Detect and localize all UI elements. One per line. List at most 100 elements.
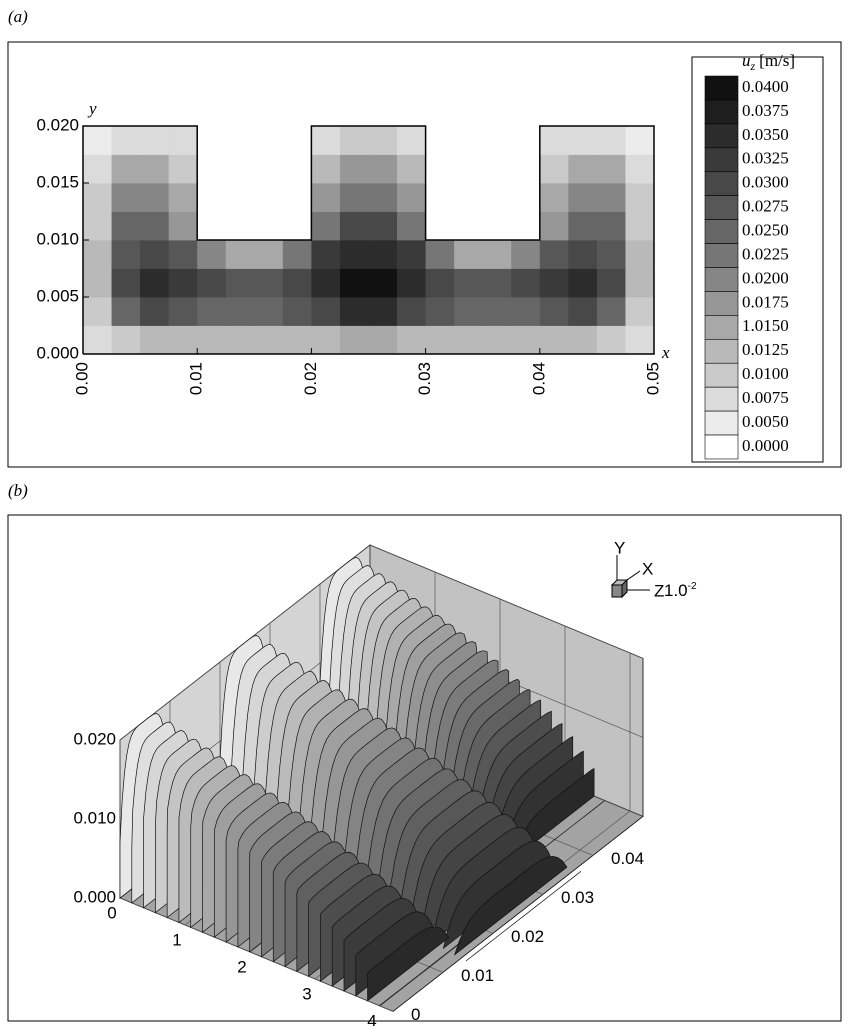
x-tick-label: 0.01 <box>187 362 206 395</box>
y-tick-label: 0 <box>411 1005 420 1024</box>
contour-cell <box>596 183 626 212</box>
y-tick-label: 0.005 <box>36 286 79 305</box>
contour-cell <box>140 154 170 184</box>
multiplier-base: 1.0 <box>664 581 688 600</box>
contour-cell <box>368 268 398 298</box>
contour-cell <box>539 297 569 326</box>
contour-cell <box>397 211 426 241</box>
contour-cell <box>254 268 284 298</box>
contour-cell <box>568 211 598 241</box>
contour-cell <box>397 268 426 298</box>
surface-slice <box>465 871 582 962</box>
contour-cell <box>511 325 541 355</box>
x-tick-label: 1 <box>172 930 181 949</box>
surface-slice <box>379 941 463 1007</box>
legend-label: 0.0000 <box>742 436 789 455</box>
contour-cell <box>625 154 655 184</box>
triad-label: Z <box>654 581 664 600</box>
contour-cell <box>339 297 369 326</box>
contour-cell <box>311 126 341 155</box>
multiplier-exponent: -2 <box>688 581 697 592</box>
contour-cell <box>511 240 541 269</box>
contour-cell <box>197 240 227 269</box>
legend-swatch <box>704 171 739 196</box>
contour-cell <box>140 240 170 269</box>
contour-cell <box>596 211 626 241</box>
surface-plot: 0 1 2 3 4 0 0.01 0.02 0.03 0.04 0.000 0.010 0.020 <box>73 544 644 1026</box>
legend-swatch <box>704 338 739 364</box>
contour-cell <box>568 183 598 212</box>
contour-cell <box>83 154 112 184</box>
legend-swatch <box>704 147 739 173</box>
contour-cell <box>625 183 655 212</box>
contour-cell <box>225 268 255 298</box>
legend-label: 0.0400 <box>742 77 789 96</box>
legend-swatch <box>704 410 739 436</box>
panel-frame <box>7 514 842 1022</box>
contour-cell <box>596 126 626 155</box>
contour-cell <box>482 268 512 298</box>
contour-cell <box>425 240 455 269</box>
contour-cell <box>368 154 398 184</box>
contour-cell <box>596 154 626 184</box>
contour-cell <box>339 268 369 298</box>
contour-cell <box>368 183 398 212</box>
contour-cell <box>568 325 598 355</box>
panel-frame <box>7 41 842 468</box>
legend-swatch <box>704 434 739 460</box>
contour-cell <box>311 268 341 298</box>
x-tick-label: 0 <box>107 903 116 922</box>
contour-cell <box>454 297 484 326</box>
contour-cell <box>225 297 255 326</box>
contour-cell <box>568 126 598 155</box>
contour-cell <box>482 297 512 326</box>
legend-symbol: u <box>742 51 751 70</box>
contour-cell <box>596 325 626 355</box>
legend-label: 1.0150 <box>742 316 789 335</box>
contour-cell <box>111 297 141 326</box>
legend-label: 0.0175 <box>742 292 789 311</box>
legend-label: 0.0225 <box>742 244 789 263</box>
contour-cell <box>311 183 341 212</box>
x-axis-label: x <box>661 343 670 362</box>
legend-swatch <box>704 195 739 220</box>
y-tick-label: 0.000 <box>36 343 79 362</box>
contour-cell <box>225 240 255 269</box>
contour-cell <box>168 240 198 269</box>
contour-cell <box>568 297 598 326</box>
y-tick-label: 0.015 <box>36 172 79 191</box>
legend-label: 0.0125 <box>742 340 789 359</box>
contour-cell <box>83 240 112 269</box>
contour-cell <box>482 240 512 269</box>
contour-cell <box>254 297 284 326</box>
z-tick-label: 0.020 <box>73 729 116 748</box>
x-tick-label: 0.05 <box>643 362 662 395</box>
x-tick-label: 0.03 <box>415 362 434 395</box>
contour-cell <box>568 268 598 298</box>
contour-cell <box>397 126 426 155</box>
contour-plot: 0.00 0.01 0.02 0.03 0.04 0.05 0.000 0.005 0.010 0… <box>36 99 670 395</box>
contour-cell <box>454 268 484 298</box>
contour-cell <box>197 268 227 298</box>
y-tick-label: 0.02 <box>511 927 544 946</box>
x-tick-label: 0.02 <box>301 362 320 395</box>
legend-swatch <box>704 219 739 244</box>
contour-cell <box>397 325 426 355</box>
contour-cell <box>140 325 170 355</box>
contour-cell <box>140 297 170 326</box>
z-tick-label: 0.010 <box>73 808 116 827</box>
contour-cell <box>539 268 569 298</box>
contour-cell <box>111 183 141 212</box>
contour-cell <box>168 297 198 326</box>
legend-label: 0.0275 <box>742 197 789 216</box>
contour-cell <box>311 211 341 241</box>
grid-line <box>369 544 644 659</box>
contour-cell <box>339 183 369 212</box>
contour-cell <box>625 325 655 355</box>
y-tick-label: 0.04 <box>611 849 644 868</box>
contour-cell <box>140 183 170 212</box>
contour-cell <box>140 268 170 298</box>
contour-cell <box>83 297 112 326</box>
triad-cube <box>611 584 623 598</box>
